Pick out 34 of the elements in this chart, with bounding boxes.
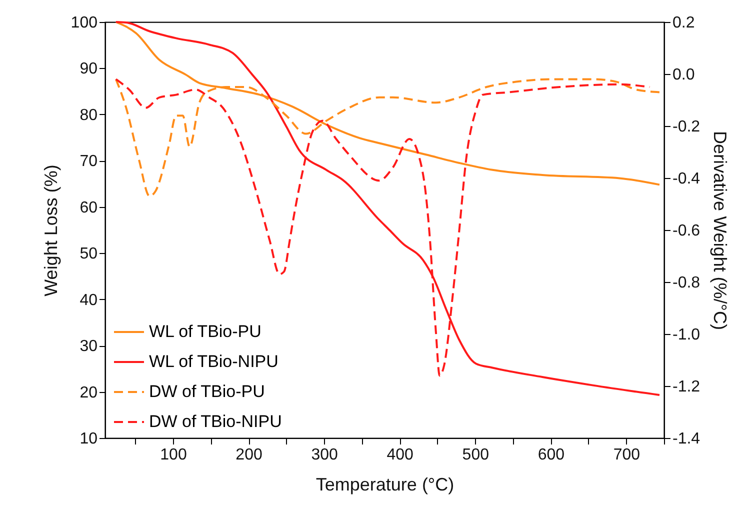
y-tick-label: 70 bbox=[80, 153, 98, 170]
y2-tick-label: 0.2 bbox=[672, 14, 695, 32]
y2-tick-label: -0.4 bbox=[672, 170, 700, 188]
legend-label: DW of TBio-NIPU bbox=[149, 412, 282, 431]
legend-label: WL of TBio-NIPU bbox=[149, 352, 278, 371]
legend-label: DW of TBio-PU bbox=[149, 382, 265, 401]
y-tick-label: 80 bbox=[80, 106, 98, 124]
y2-tick-label: -0.6 bbox=[672, 222, 700, 240]
x-tick-label: 200 bbox=[236, 446, 262, 464]
x-tick-label: 600 bbox=[538, 446, 565, 464]
x-tick-label: 400 bbox=[386, 446, 414, 464]
y2-tick-label: -1.0 bbox=[672, 326, 700, 344]
y-tick-label: 50 bbox=[80, 246, 98, 263]
y2-tick-label: 0.0 bbox=[672, 66, 695, 84]
y2-tick-label: -0.8 bbox=[672, 274, 700, 292]
x-tick-label: 100 bbox=[160, 446, 187, 464]
y-tick-label: 40 bbox=[80, 292, 98, 309]
y2-tick-label: -0.2 bbox=[672, 118, 700, 136]
legend-label: WL of TBio-PU bbox=[149, 322, 262, 341]
y2-tick-label: -1.4 bbox=[672, 430, 700, 448]
x-tick-label: 700 bbox=[613, 446, 640, 464]
x-tick-label: 300 bbox=[311, 446, 338, 464]
x-axis-title: Temperature (°C) bbox=[316, 474, 454, 494]
y-tick-label: 100 bbox=[70, 14, 98, 32]
line-series bbox=[114, 21, 660, 396]
y-tick-label: 60 bbox=[80, 199, 98, 216]
y-tick-label: 30 bbox=[80, 338, 98, 356]
y-tick-label: 90 bbox=[80, 60, 98, 78]
y2-tick-label: -1.2 bbox=[672, 378, 700, 396]
y-tick-label: 20 bbox=[80, 384, 98, 402]
y2-axis-title: Derivative Weight (%/°C) bbox=[710, 131, 730, 330]
y-tick-label: 10 bbox=[80, 430, 98, 448]
x-tick-label: 500 bbox=[462, 446, 490, 464]
y-axis-title: Weight Loss (%) bbox=[40, 164, 61, 296]
